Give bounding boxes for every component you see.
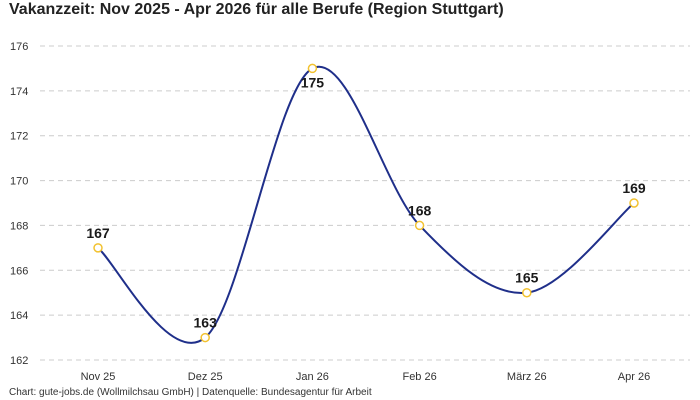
data-label: 163 — [194, 315, 218, 331]
chart-title: Vakanzzeit: Nov 2025 - Apr 2026 für alle… — [9, 1, 504, 18]
series-line — [97, 65, 635, 344]
y-axis: 162 164 166 168 170 172 174 176 — [10, 41, 28, 367]
y-tick-label: 164 — [10, 310, 28, 322]
x-tick-label: März 26 — [507, 371, 547, 383]
data-point-marker — [522, 287, 532, 298]
y-tick-label: 174 — [10, 86, 28, 98]
y-tick-label: 166 — [10, 265, 28, 277]
x-tick-label: Nov 25 — [81, 371, 116, 383]
data-label: 169 — [622, 180, 646, 196]
x-tick-label: Jan 26 — [296, 371, 329, 383]
y-tick-label: 168 — [10, 220, 28, 232]
y-tick-label: 176 — [10, 41, 28, 53]
grid-lines — [40, 45, 690, 361]
data-point-marker — [93, 243, 103, 253]
data-labels-layer: 167 163 175 168 165 169 — [86, 74, 646, 330]
data-label: 165 — [515, 270, 539, 286]
x-tick-label: Dez 25 — [188, 371, 223, 383]
x-tick-label: Apr 26 — [618, 371, 650, 383]
data-point-marker — [629, 198, 639, 208]
y-tick-label: 170 — [10, 176, 28, 188]
data-label: 167 — [86, 225, 110, 241]
y-tick-label: 172 — [10, 131, 28, 143]
data-label: 175 — [301, 74, 325, 90]
data-point-marker — [414, 220, 425, 231]
x-axis: Nov 25 Dez 25 Jan 26 Feb 26 März 26 Apr 26 — [81, 371, 651, 383]
data-point-marker — [307, 63, 318, 74]
chart-source-caption: Chart: gute-jobs.de (Wollmilchsau GmbH) … — [9, 387, 372, 398]
markers-layer — [93, 63, 639, 343]
y-tick-label: 162 — [10, 355, 28, 367]
x-tick-label: Feb 26 — [402, 371, 436, 383]
data-point-marker — [200, 332, 210, 343]
data-label: 168 — [408, 202, 432, 218]
series-layer — [97, 65, 635, 344]
